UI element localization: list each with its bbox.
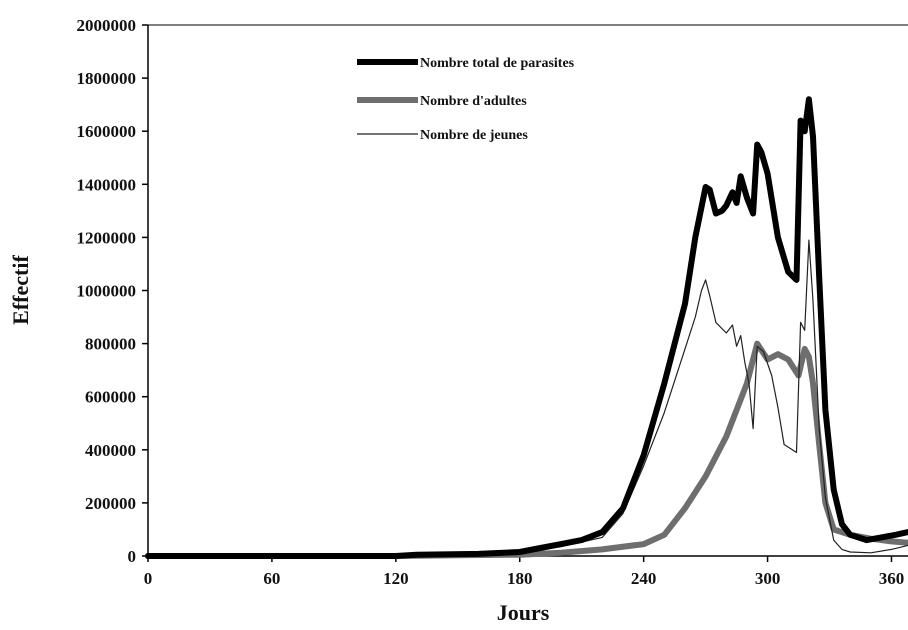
legend-label: Nombre d'adultes [420,94,527,109]
y-tick-label: 0 [128,547,137,566]
series-line-2 [145,340,908,559]
x-tick-label: 360 [879,569,905,588]
y-tick-label: 1000000 [77,282,137,301]
y-tick-label: 800000 [85,335,136,354]
x-tick-label: 0 [144,569,153,588]
x-tick-label: 240 [631,569,657,588]
y-tick-label: 1200000 [77,228,137,247]
y-tick-label: 1400000 [77,175,137,194]
y-tick-label: 600000 [85,388,136,407]
x-tick-label: 120 [383,569,409,588]
y-tick-label: 2000000 [77,16,137,35]
y-tick-label: 1800000 [77,69,137,88]
legend-label: Nombre total de parasites [420,56,575,71]
series-line-3 [147,239,908,557]
x-tick-label: 60 [263,569,280,588]
x-axis-title: Jours [497,600,550,625]
legend-label: Nombre de jeunes [420,128,528,143]
x-tick-label: 300 [755,569,781,588]
y-tick-label: 400000 [85,441,136,460]
x-tick-label: 180 [507,569,533,588]
y-tick-label: 1600000 [77,122,137,141]
y-axis-title: Effectif [8,255,33,325]
series-line-1 [145,96,908,559]
y-tick-label: 200000 [85,494,136,513]
